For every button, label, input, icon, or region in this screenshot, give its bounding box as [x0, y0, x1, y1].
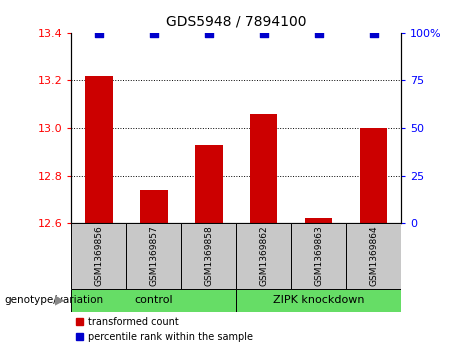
- Title: GDS5948 / 7894100: GDS5948 / 7894100: [166, 15, 307, 29]
- Text: GSM1369858: GSM1369858: [204, 225, 213, 286]
- Bar: [195, 144, 223, 223]
- Bar: [71, 223, 126, 289]
- Bar: [71, 289, 236, 312]
- Text: GSM1369862: GSM1369862: [259, 225, 268, 286]
- Text: GSM1369864: GSM1369864: [369, 225, 378, 286]
- Text: ▶: ▶: [55, 294, 65, 307]
- Legend: transformed count, percentile rank within the sample: transformed count, percentile rank withi…: [77, 317, 253, 342]
- Text: GSM1369857: GSM1369857: [149, 225, 159, 286]
- Text: genotype/variation: genotype/variation: [5, 295, 104, 305]
- Point: [370, 30, 377, 36]
- Point: [150, 30, 158, 36]
- Bar: [360, 128, 387, 223]
- Bar: [236, 223, 291, 289]
- Bar: [291, 223, 346, 289]
- Text: GSM1369856: GSM1369856: [95, 225, 103, 286]
- Bar: [140, 190, 168, 223]
- Text: GSM1369863: GSM1369863: [314, 225, 323, 286]
- Point: [95, 30, 103, 36]
- Point: [205, 30, 213, 36]
- Bar: [250, 114, 278, 223]
- Point: [260, 30, 267, 36]
- Bar: [346, 223, 401, 289]
- Bar: [85, 76, 112, 223]
- Bar: [305, 219, 332, 223]
- Text: control: control: [135, 295, 173, 305]
- Point: [315, 30, 322, 36]
- Bar: [181, 223, 236, 289]
- Text: ZIPK knockdown: ZIPK knockdown: [273, 295, 364, 305]
- Bar: [126, 223, 181, 289]
- Bar: [236, 289, 401, 312]
